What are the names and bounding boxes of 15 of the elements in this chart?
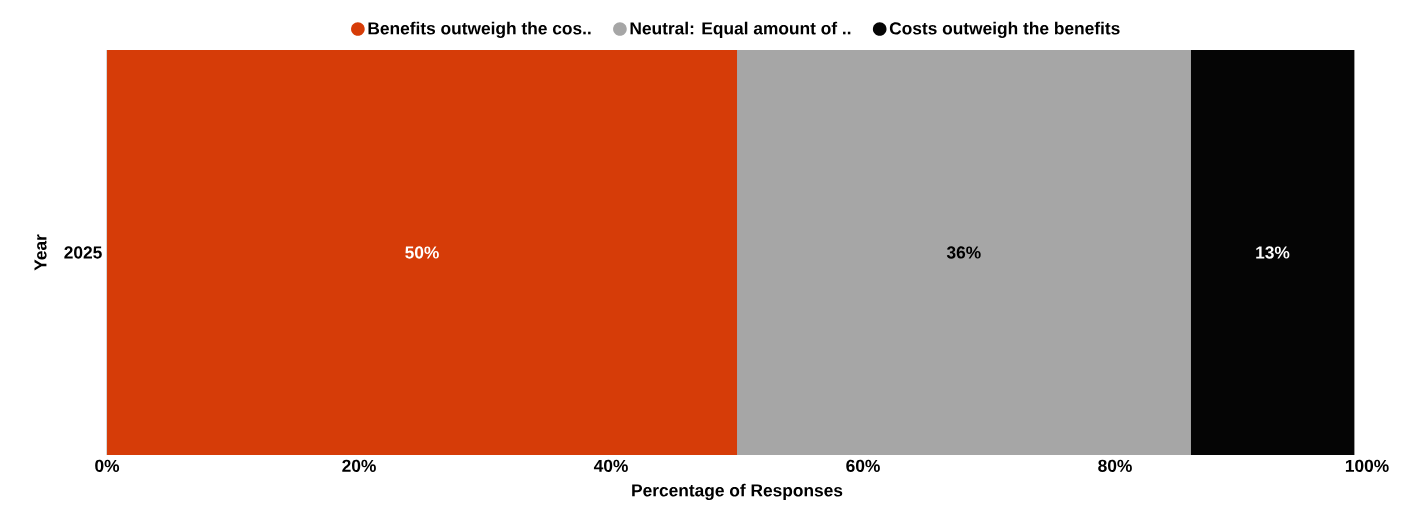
x-tick-label: 80% <box>1098 459 1132 472</box>
x-axis-title: Percentage of Responses <box>632 483 843 501</box>
data-label: 50% <box>405 246 439 259</box>
data-label: 13% <box>1256 246 1290 259</box>
y-axis-title: Year <box>34 234 47 271</box>
data-label: 36% <box>946 246 981 259</box>
x-tick-label: 0% <box>95 459 120 472</box>
legend-label: Neutral: Equal amount of .. <box>630 21 851 38</box>
y-tick-label: 2025 <box>64 246 102 259</box>
x-tick-label: 100% <box>1345 459 1389 472</box>
x-tick-label: 40% <box>593 459 628 472</box>
legend-label: Costs outweigh the benefits <box>889 21 1120 38</box>
x-tick-label: 60% <box>846 459 880 472</box>
legend-label: Benefits outweigh the cos.. <box>368 21 591 38</box>
x-tick-label: 20% <box>342 459 376 472</box>
